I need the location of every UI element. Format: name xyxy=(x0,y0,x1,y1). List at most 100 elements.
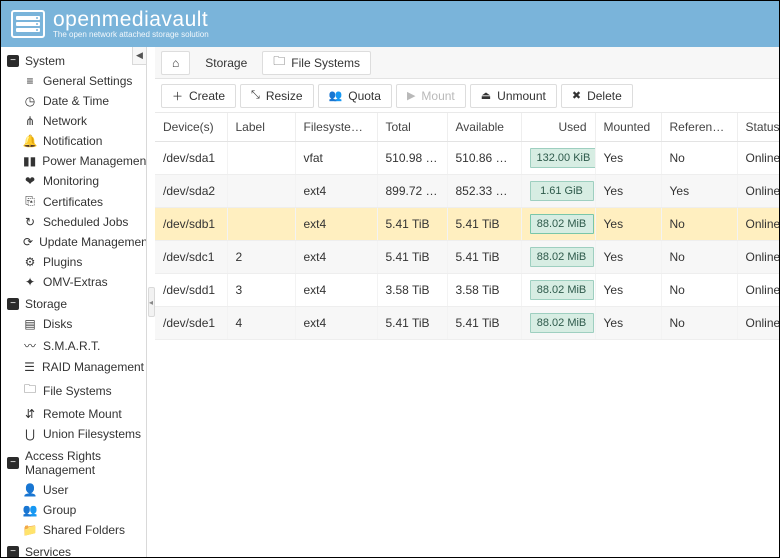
quota-button[interactable]: 👥Quota xyxy=(318,84,392,108)
refresh-icon: ⟳ xyxy=(23,235,33,249)
splitter[interactable]: ◂ xyxy=(147,47,155,557)
sidebar-group-access-rights-management[interactable]: −Access Rights Management xyxy=(7,446,146,480)
cell-fs: vfat xyxy=(295,142,377,175)
sidebar-item-label: Notification xyxy=(43,134,102,148)
sidebar-item-date-time[interactable]: ◷Date & Time xyxy=(7,91,146,111)
folders-icon: 🗀 xyxy=(273,52,285,73)
sidebar-item-scheduled-jobs[interactable]: ↻Scheduled Jobs xyxy=(7,212,146,232)
create-button[interactable]: ＋Create xyxy=(161,84,236,108)
sidebar-item-monitoring[interactable]: ❤Monitoring xyxy=(7,171,146,191)
sidebar-item-general-settings[interactable]: ≡General Settings xyxy=(7,71,146,91)
col-mounted[interactable]: Mounted xyxy=(595,113,661,142)
used-chip: 88.02 MiB xyxy=(530,214,594,234)
cell-mounted: Yes xyxy=(595,241,661,274)
sidebar-item-remote-mount[interactable]: ⇵ Remote Mount xyxy=(7,404,146,424)
collapse-icon: − xyxy=(7,298,19,310)
resize-button[interactable]: ⤡Resize xyxy=(240,84,314,108)
col-device[interactable]: Device(s) xyxy=(155,113,227,142)
cell-used: 88.02 MiB xyxy=(521,241,595,274)
battery-icon: ▮▮ xyxy=(23,154,36,168)
remote-icon: ⇵ xyxy=(23,407,37,421)
splitter-handle[interactable]: ◂ xyxy=(148,287,155,317)
sidebar-item-group[interactable]: 👥Group xyxy=(7,500,146,520)
cell-label: 4 xyxy=(227,307,295,340)
cell-mounted: Yes xyxy=(595,307,661,340)
button-label: Quota xyxy=(348,89,381,103)
sidebar-item-shared-folders[interactable]: 📁Shared Folders xyxy=(7,520,146,540)
col-referenced[interactable]: Referenced xyxy=(661,113,737,142)
eject-icon: ⏏ xyxy=(481,89,491,102)
delete-button[interactable]: ✖Delete xyxy=(561,84,633,108)
sidebar-collapse-button[interactable]: ◀ xyxy=(132,47,146,65)
cell-available: 5.41 TiB xyxy=(447,241,521,274)
sidebar-item-plugins[interactable]: ⚙Plugins xyxy=(7,252,146,272)
sidebar-item-notification[interactable]: 🔔Notification xyxy=(7,131,146,151)
cell-device: /dev/sdb1 xyxy=(155,208,227,241)
cell-total: 899.72 GiB xyxy=(377,175,447,208)
used-chip: 88.02 MiB xyxy=(530,313,594,333)
share-icon: ⋔ xyxy=(23,114,37,128)
sidebar-group-system[interactable]: −System xyxy=(7,51,146,71)
sidebar-item-label: RAID Management xyxy=(42,360,144,374)
sidebar-item-certificates[interactable]: ⎘Certificates xyxy=(7,191,146,212)
breadcrumb-storage[interactable]: Storage xyxy=(194,51,258,75)
sidebar-group-storage[interactable]: −Storage xyxy=(7,294,146,314)
cell-mounted: Yes xyxy=(595,142,661,175)
sidebar-item-label: S.M.A.R.T. xyxy=(43,339,100,353)
col-used[interactable]: Used xyxy=(521,113,595,142)
button-label: Unmount xyxy=(497,89,546,103)
sidebar-group-services[interactable]: −Services xyxy=(7,542,146,557)
cell-device: /dev/sda2 xyxy=(155,175,227,208)
breadcrumb-file-systems[interactable]: 🗀File Systems xyxy=(262,51,371,75)
cell-mounted: Yes xyxy=(595,274,661,307)
plus-icon: ＋ xyxy=(172,88,183,104)
cell-mounted: Yes xyxy=(595,175,661,208)
cell-label: 2 xyxy=(227,241,295,274)
cell-total: 3.58 TiB xyxy=(377,274,447,307)
col-status[interactable]: Status xyxy=(737,113,779,142)
cell-fs: ext4 xyxy=(295,241,377,274)
col-label[interactable]: Label xyxy=(227,113,295,142)
sidebar-item-label: Remote Mount xyxy=(43,407,122,421)
main-panel: ⌂ Storage🗀File Systems ＋Create⤡Resize👥Quo… xyxy=(155,47,779,557)
sidebar-item-disks[interactable]: ▤Disks xyxy=(7,314,146,334)
button-label: Resize xyxy=(266,89,303,103)
sidebar-item-file-systems[interactable]: 🗀File Systems xyxy=(7,377,146,404)
breadcrumb: ⌂ Storage🗀File Systems xyxy=(155,47,779,79)
table-row[interactable]: /dev/sda1vfat510.98 MiB510.86 MiB132.00 … xyxy=(155,142,779,175)
col-total[interactable]: Total xyxy=(377,113,447,142)
home-icon: ⌂ xyxy=(172,56,179,70)
sidebar-item-label: Certificates xyxy=(43,195,103,209)
cell-used: 88.02 MiB xyxy=(521,307,595,340)
cell-status: Online xyxy=(737,274,779,307)
col-fs[interactable]: Filesystem ... xyxy=(295,113,377,142)
sidebar-item-s-m-a-r-t-[interactable]: 〰S.M.A.R.T. xyxy=(7,334,146,357)
sidebar-group-label: Storage xyxy=(25,297,67,311)
sidebar-item-user[interactable]: 👤User xyxy=(7,480,146,500)
brand-subtitle: The open network attached storage soluti… xyxy=(53,31,209,39)
sidebar-item-update-management[interactable]: ⟳Update Management xyxy=(7,232,146,252)
cell-referenced: No xyxy=(661,307,737,340)
table-row[interactable]: /dev/sda2ext4899.72 GiB852.33 GiB1.61 Gi… xyxy=(155,175,779,208)
sidebar-item-omv-extras[interactable]: ✦ OMV-Extras xyxy=(7,272,146,292)
table-row[interactable]: /dev/sdd13ext43.58 TiB3.58 TiB88.02 MiBY… xyxy=(155,274,779,307)
play-icon: ▶ xyxy=(407,89,415,102)
table-row[interactable]: /dev/sdb1ext45.41 TiB5.41 TiB88.02 MiBYe… xyxy=(155,208,779,241)
breadcrumb-home[interactable]: ⌂ xyxy=(161,51,190,75)
sidebar-item-network[interactable]: ⋔Network xyxy=(7,111,146,131)
sliders-icon: ≡ xyxy=(23,74,37,88)
table-row[interactable]: /dev/sdc12ext45.41 TiB5.41 TiB88.02 MiBY… xyxy=(155,241,779,274)
sidebar-item-power-management[interactable]: ▮▮Power Management xyxy=(7,151,146,171)
cell-referenced: Yes xyxy=(661,175,737,208)
col-available[interactable]: Available xyxy=(447,113,521,142)
sharedfolder-icon: 📁 xyxy=(23,523,37,537)
sidebar-item-label: OMV-Extras xyxy=(43,275,108,289)
sidebar-item-label: User xyxy=(43,483,68,497)
sidebar-item-union-filesystems[interactable]: ⋃Union Filesystems xyxy=(7,424,146,444)
table-row[interactable]: /dev/sde14ext45.41 TiB5.41 TiB88.02 MiBY… xyxy=(155,307,779,340)
wrench-icon: ✦ xyxy=(23,275,37,289)
cell-total: 5.41 TiB xyxy=(377,208,447,241)
sidebar-item-raid-management[interactable]: ☰RAID Management xyxy=(7,357,146,377)
plug-icon: ⚙ xyxy=(23,255,37,269)
unmount-button[interactable]: ⏏ Unmount xyxy=(470,84,557,108)
